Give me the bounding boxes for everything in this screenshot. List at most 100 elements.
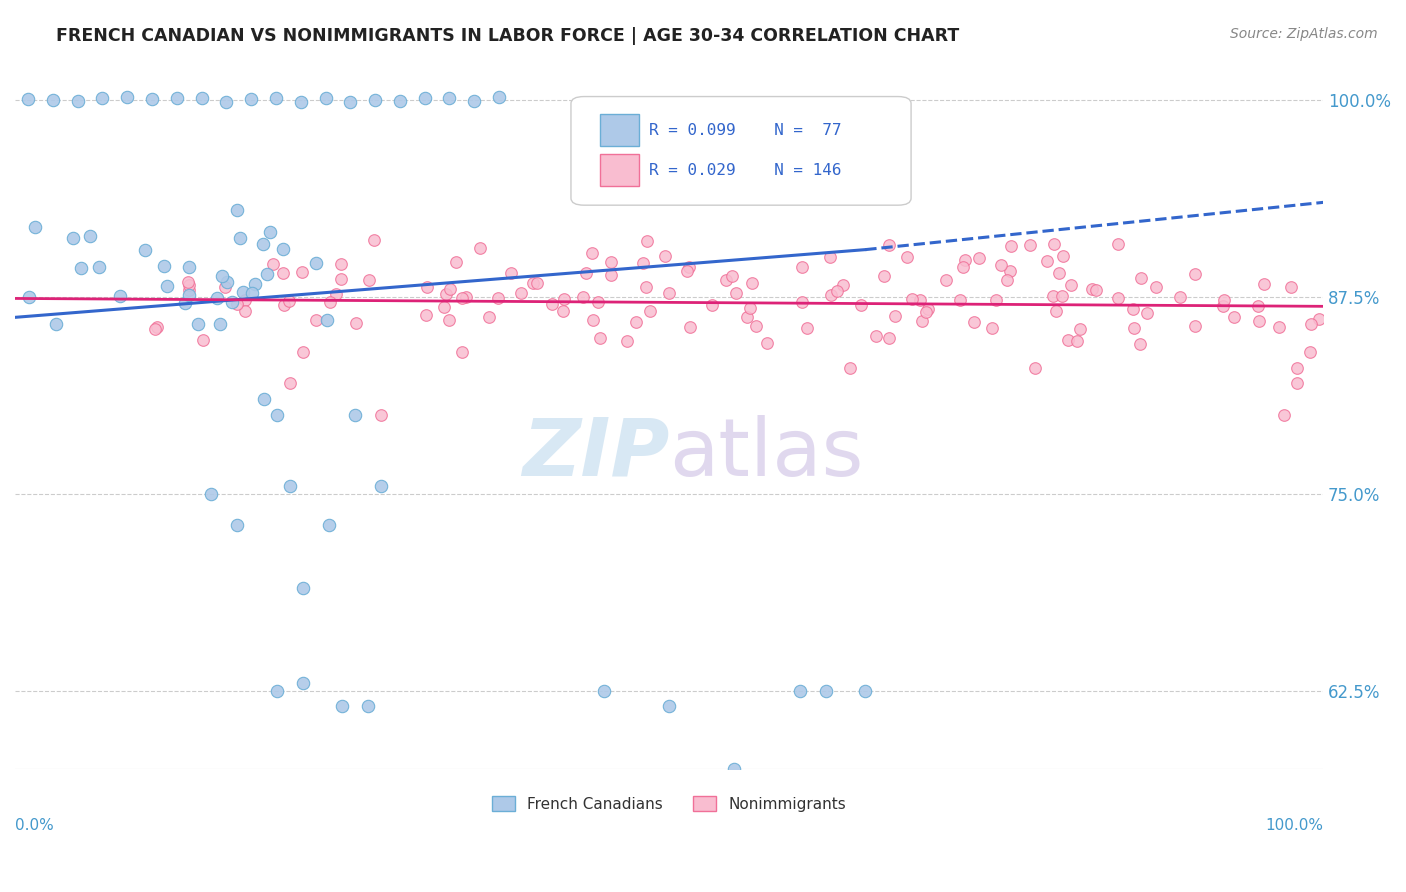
Point bbox=[910, 293, 932, 307]
Point bbox=[721, 268, 744, 283]
Point bbox=[364, 93, 387, 107]
Point bbox=[1107, 291, 1129, 305]
Point bbox=[509, 285, 531, 300]
Point bbox=[209, 318, 232, 332]
Point bbox=[969, 251, 991, 265]
Point bbox=[634, 280, 657, 294]
Point bbox=[1024, 361, 1046, 376]
Point bbox=[1247, 299, 1270, 313]
Point bbox=[915, 305, 938, 319]
Point bbox=[679, 320, 702, 334]
Point bbox=[853, 683, 876, 698]
Point bbox=[1107, 237, 1129, 252]
Point bbox=[616, 334, 638, 348]
Point bbox=[654, 249, 676, 263]
Point bbox=[179, 278, 201, 293]
Bar bbox=[600, 154, 638, 186]
Point bbox=[359, 273, 381, 287]
Text: 100.0%: 100.0% bbox=[1265, 818, 1323, 833]
Point bbox=[221, 294, 243, 309]
Point bbox=[873, 269, 896, 284]
Point bbox=[551, 304, 574, 318]
Point bbox=[439, 282, 461, 296]
Point bbox=[724, 286, 747, 301]
Point bbox=[1184, 318, 1206, 333]
Point bbox=[211, 268, 233, 283]
Point bbox=[316, 313, 339, 327]
Point bbox=[42, 93, 65, 107]
Point bbox=[456, 289, 478, 303]
Point bbox=[745, 319, 768, 334]
Point bbox=[339, 95, 361, 109]
Point bbox=[1122, 301, 1144, 316]
Point bbox=[226, 203, 249, 218]
Text: atlas: atlas bbox=[669, 415, 863, 493]
Point bbox=[229, 231, 252, 245]
Point bbox=[675, 264, 697, 278]
Point bbox=[1272, 408, 1295, 422]
Point bbox=[266, 683, 288, 698]
Point bbox=[463, 94, 485, 108]
Point bbox=[146, 320, 169, 334]
Point bbox=[235, 304, 257, 318]
Point bbox=[439, 313, 461, 327]
Point bbox=[156, 278, 179, 293]
Point bbox=[1019, 238, 1042, 252]
Point bbox=[1043, 237, 1066, 252]
Point bbox=[70, 260, 93, 275]
Point bbox=[790, 260, 813, 274]
Point bbox=[740, 301, 762, 315]
Point bbox=[1168, 290, 1191, 304]
Point bbox=[190, 91, 212, 105]
Point bbox=[439, 91, 461, 105]
Point bbox=[200, 487, 222, 501]
Point bbox=[305, 313, 328, 327]
Point bbox=[949, 293, 972, 307]
Text: R = 0.099    N =  77: R = 0.099 N = 77 bbox=[650, 123, 842, 137]
Point bbox=[820, 287, 842, 301]
Point bbox=[226, 518, 249, 533]
Text: FRENCH CANADIAN VS NONIMMIGRANTS IN LABOR FORCE | AGE 30-34 CORRELATION CHART: FRENCH CANADIAN VS NONIMMIGRANTS IN LABO… bbox=[56, 27, 959, 45]
Point bbox=[575, 266, 598, 280]
Point bbox=[1299, 317, 1322, 331]
Point bbox=[1036, 253, 1059, 268]
Point bbox=[415, 308, 437, 322]
Point bbox=[266, 408, 288, 422]
Point bbox=[271, 267, 294, 281]
Point bbox=[388, 94, 411, 108]
Point bbox=[884, 309, 907, 323]
Point bbox=[259, 225, 281, 239]
Point bbox=[330, 699, 353, 714]
Point bbox=[291, 265, 314, 279]
Point bbox=[636, 235, 658, 249]
Point bbox=[581, 246, 603, 260]
Point bbox=[839, 361, 862, 376]
Point bbox=[1123, 320, 1146, 334]
Point bbox=[264, 91, 287, 105]
Point bbox=[45, 318, 67, 332]
Point bbox=[1052, 249, 1074, 263]
Point bbox=[134, 244, 156, 258]
Point bbox=[344, 316, 367, 330]
Point bbox=[1000, 239, 1022, 253]
Text: 0.0%: 0.0% bbox=[15, 818, 53, 833]
Point bbox=[1045, 303, 1067, 318]
Point bbox=[980, 320, 1002, 334]
Point bbox=[187, 317, 209, 331]
Point bbox=[370, 408, 392, 422]
Point bbox=[315, 90, 337, 104]
Point bbox=[790, 295, 813, 310]
Point bbox=[723, 762, 745, 776]
Point bbox=[1247, 314, 1270, 328]
Point bbox=[363, 233, 385, 247]
Text: Source: ZipAtlas.com: Source: ZipAtlas.com bbox=[1230, 27, 1378, 41]
Point bbox=[1285, 360, 1308, 375]
Point bbox=[624, 315, 647, 329]
Point bbox=[413, 91, 436, 105]
Point bbox=[191, 333, 214, 347]
Point bbox=[1253, 277, 1275, 292]
Point bbox=[108, 289, 131, 303]
Point bbox=[115, 90, 138, 104]
Point bbox=[789, 683, 811, 698]
Point bbox=[225, 297, 247, 311]
